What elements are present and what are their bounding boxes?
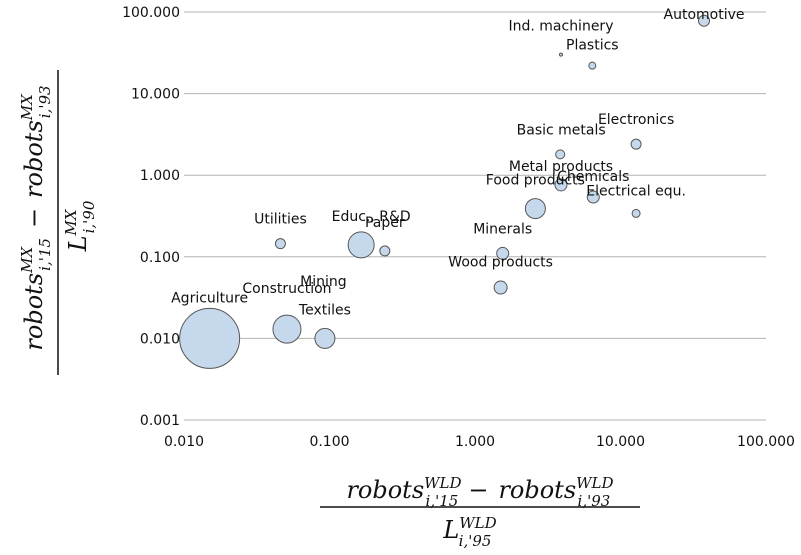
bubble-label: Ind. machinery (508, 19, 613, 35)
x-tick-label: 1.000 (455, 434, 495, 450)
bubble-label: Plastics (566, 38, 619, 54)
bubble (586, 190, 600, 204)
x-label-num-term1-sub: i,'15 (426, 492, 459, 510)
bubble-label: Automotive (664, 7, 745, 23)
y-label-num-term2: robots (20, 120, 48, 198)
bubble (493, 280, 508, 295)
x-label-num-term2-sup: WLD (576, 474, 613, 492)
y-tick-label: 0.100 (140, 250, 180, 266)
tick-labels: 0.001 0.010 0.100 1.000 10.000 100.000 0.010 0.… (122, 5, 795, 450)
y-tick-label: 10.000 (131, 87, 180, 103)
bubble-label: Electrical equ. (586, 183, 686, 199)
x-label-num-term2-sub: i,'93 (578, 492, 611, 510)
y-label-num-term1: robots (20, 273, 48, 351)
bubble-label: Utilities (254, 212, 307, 228)
bubble (496, 246, 510, 260)
x-label-num-term1: robots (346, 476, 424, 504)
bubble-label: Basic metals (517, 122, 606, 138)
bubble-label: Chemicals (557, 169, 629, 185)
bubble-label: Educ., R&D (332, 209, 411, 225)
y-label-den-term: L (64, 235, 92, 252)
x-label-den-term: L (442, 516, 459, 544)
y-tick-label: 100.000 (122, 5, 180, 21)
y-label-num-term1-sub: i,'15 (36, 238, 54, 271)
bubble (379, 245, 391, 257)
y-label-den-sub: i,'90 (80, 200, 98, 233)
bubble-label: Paper (365, 215, 405, 231)
bubble (630, 138, 642, 150)
bubble (314, 327, 336, 349)
bubble-label: Metal products (509, 159, 613, 175)
y-tick-label: 0.001 (140, 413, 180, 429)
bubble (347, 231, 375, 259)
bubble (631, 208, 641, 218)
x-tick-label: 100.000 (737, 434, 795, 450)
bubbles (179, 14, 711, 369)
x-label-num-minus: − (468, 476, 488, 504)
bubble-label: Minerals (473, 221, 532, 237)
y-label-num-term2-sup: MX (18, 93, 36, 121)
bubble (588, 61, 597, 70)
x-label-num-term2: robots (498, 476, 576, 504)
bubble-label: Mining (300, 274, 347, 290)
x-tick-label: 0.010 (164, 434, 204, 450)
x-label-num-term1-sup: WLD (424, 474, 461, 492)
y-tick-label: 0.010 (140, 331, 180, 347)
svg-text:robotsMXi,'15−robotsMXi,'93: robotsMXi,'15−robotsMXi,'93 (18, 85, 54, 350)
bubble (179, 307, 241, 369)
bubble (698, 14, 711, 27)
y-axis-label: robotsMXi,'15−robotsMXi,'93 LMXi,'90 (18, 70, 98, 375)
y-tick-label: 1.000 (140, 168, 180, 184)
y-label-num-term2-sub: i,'93 (36, 85, 54, 118)
bubble-label: Construction (242, 281, 331, 297)
bubble-label: Wood products (448, 255, 553, 271)
bubble (558, 52, 563, 57)
x-tick-label: 10.000 (596, 434, 645, 450)
bubble (555, 149, 566, 160)
bubble (272, 314, 302, 344)
bubble (524, 198, 546, 220)
y-label-num-term1-sup: MX (18, 246, 36, 274)
y-label-num-minus: − (20, 208, 48, 228)
x-axis-label: robotsWLD i,'15− robotsWLD i,'93 LWLD i,'95 (320, 474, 640, 550)
y-label-den-sup: MX (62, 208, 80, 236)
bubble-label: Food products (486, 173, 585, 189)
x-label-den-sup: WLD (459, 514, 496, 532)
bubble (554, 178, 568, 192)
x-tick-label: 0.100 (309, 434, 349, 450)
x-label-den-sub: i,'95 (459, 532, 492, 550)
bubble-label: Electronics (598, 112, 674, 128)
bubble (274, 238, 286, 250)
bubble-label: Textiles (298, 302, 351, 318)
svg-text:LMXi,'90: LMXi,'90 (62, 200, 98, 252)
bubble-label: Agriculture (171, 290, 248, 306)
